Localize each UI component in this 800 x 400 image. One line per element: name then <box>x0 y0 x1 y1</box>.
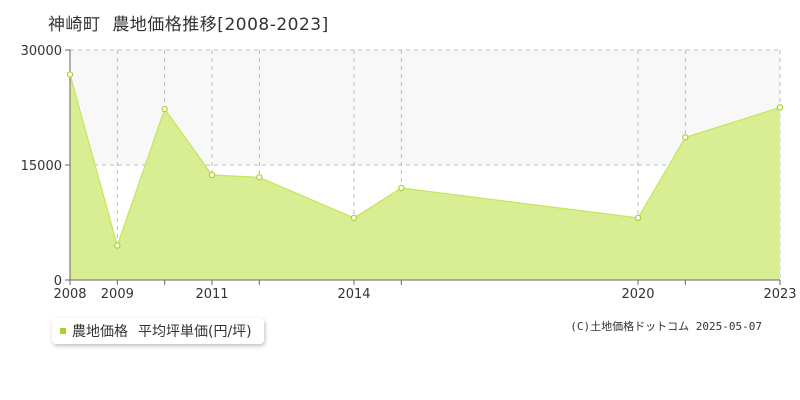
legend-swatch <box>60 328 66 334</box>
data-point <box>398 184 405 192</box>
data-point <box>350 214 358 222</box>
x-tick-label: 2023 <box>763 287 796 302</box>
series-line <box>69 74 781 248</box>
copyright-credit: (C)土地価格ドットコム 2025-05-07 <box>570 320 762 333</box>
legend-series-label: 農地価格 <box>72 324 128 340</box>
data-markers <box>66 71 784 249</box>
y-tick-label: 0 <box>54 274 62 289</box>
x-tick-label: 2020 <box>621 287 654 302</box>
data-point <box>776 104 784 111</box>
data-point <box>634 214 642 222</box>
x-tick-label: 2009 <box>101 287 134 302</box>
axes <box>65 49 781 285</box>
chart-title: 神崎町 農地価格推移[2008-2023] <box>48 10 329 35</box>
title-location: 神崎町 <box>48 15 101 35</box>
x-tick-labels: 2008 2009 2011 2014 2020 2023 <box>53 287 796 302</box>
y-tick-label: 30000 <box>21 44 62 59</box>
y-tick-labels: 0 15000 30000 <box>21 44 62 289</box>
x-tick-label: 2014 <box>337 287 370 302</box>
series-area <box>70 74 780 280</box>
title-text: 農地価格推移[2008-2023] <box>112 15 329 35</box>
x-tick-label: 2011 <box>195 287 228 302</box>
data-point <box>256 174 263 181</box>
data-point <box>682 134 689 141</box>
legend: 農地価格 平均坪単価(円/坪) <box>52 318 264 344</box>
data-point <box>208 171 216 179</box>
y-tick-label: 15000 <box>21 159 62 174</box>
x-tick-label: 2008 <box>53 287 86 302</box>
data-point <box>66 71 74 78</box>
data-point <box>114 242 121 249</box>
legend-unit-label: 平均坪単価(円/坪) <box>138 324 252 340</box>
data-point <box>161 105 168 113</box>
